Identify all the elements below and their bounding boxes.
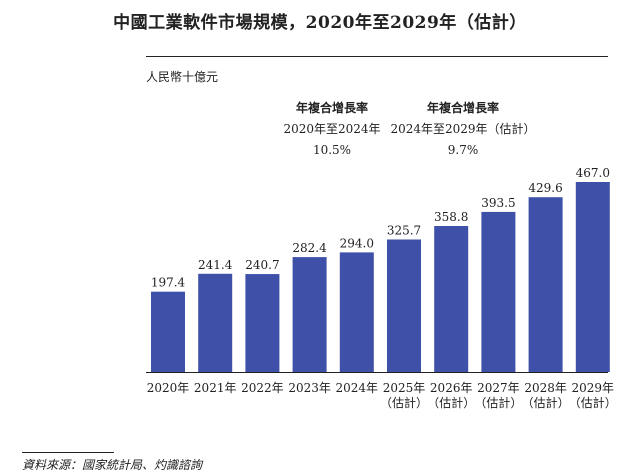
- x-tick-label: 2023年: [288, 381, 331, 395]
- unit-label: 人民幣十億元: [146, 70, 219, 84]
- data-label: 393.5: [481, 196, 515, 210]
- bar: [481, 211, 516, 372]
- source-rule: [22, 452, 114, 453]
- x-tick-label: （估計）: [474, 395, 522, 410]
- bar: [575, 182, 610, 372]
- bar: [339, 252, 374, 372]
- cagr-label: 年複合增長率: [295, 101, 368, 115]
- data-label: 294.0: [340, 236, 374, 250]
- x-tick-label: 2029年: [572, 381, 615, 395]
- data-label: 467.0: [576, 166, 610, 180]
- cagr-annotation-2020-2024: 年複合增長率 2020年至2024年 10.5%: [262, 98, 402, 161]
- cagr-annotation-2024-2029: 年複合增長率 2024年至2029年（估計） 9.7%: [378, 98, 548, 161]
- x-tick-label: （估計）: [522, 395, 570, 410]
- data-label: 325.7: [387, 223, 421, 237]
- cagr-value: 9.7%: [447, 143, 479, 157]
- bar: [292, 257, 327, 372]
- bar: [245, 274, 280, 372]
- x-tick-label: 2027年: [477, 381, 520, 395]
- bar: [434, 226, 469, 372]
- bar: [387, 239, 421, 372]
- x-tick-label: 2020年: [147, 381, 190, 395]
- cagr-value: 10.5%: [312, 143, 352, 157]
- data-label: 429.6: [528, 181, 562, 195]
- data-label: 240.7: [245, 258, 279, 272]
- data-label: 282.4: [292, 241, 327, 255]
- bar: [528, 197, 563, 372]
- x-tick-label: 2021年: [194, 381, 237, 395]
- x-tick-label: （估計）: [380, 395, 428, 410]
- cagr-period: 2020年至2024年: [283, 122, 381, 136]
- x-tick-label: 2022年: [241, 381, 284, 395]
- data-label: 358.8: [434, 210, 468, 224]
- cagr-label: 年複合增長率: [426, 101, 499, 115]
- chart-title: 中國工業軟件市場規模，2020年至2029年（估計）: [113, 13, 527, 33]
- title-rule: [146, 56, 608, 57]
- data-label: 197.4: [151, 276, 186, 290]
- x-tick-label: 2025年: [383, 381, 426, 395]
- x-tick-label: （估計）: [569, 395, 617, 410]
- x-tick-label: （估計）: [427, 395, 475, 410]
- x-tick-label: 2028年: [524, 381, 567, 395]
- x-tick-label: 2026年: [430, 381, 473, 395]
- bar: [198, 273, 233, 372]
- data-label: 241.4: [198, 258, 233, 272]
- bar: [151, 291, 185, 372]
- cagr-period: 2024年至2029年（估計）: [390, 122, 536, 136]
- source-note: 資料來源：國家統計局、灼識諮詢: [22, 458, 203, 472]
- x-tick-label: 2024年: [336, 381, 379, 395]
